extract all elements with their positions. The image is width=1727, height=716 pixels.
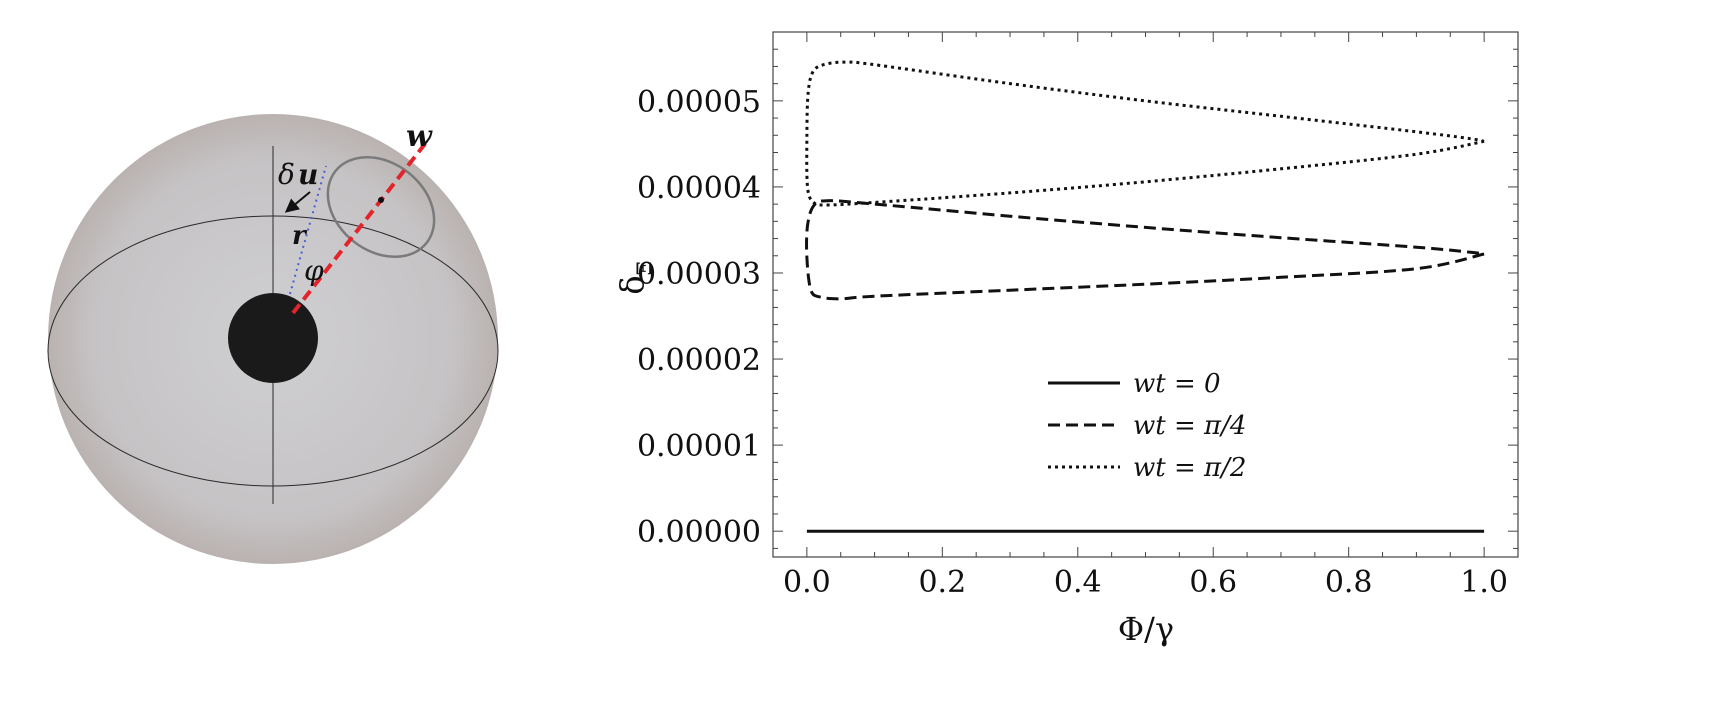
curves-group bbox=[805, 60, 1485, 533]
r-line bbox=[289, 165, 327, 295]
legend-label-1: wt = π/4 bbox=[1133, 411, 1246, 441]
x-tick-labels: 0.0 0.2 0.4 0.6 0.8 1.0 bbox=[783, 565, 1508, 600]
x-tick-label: 0.8 bbox=[1325, 565, 1373, 600]
x-tick-label: 0.0 bbox=[783, 565, 831, 600]
y-tick-label: 0.00005 bbox=[637, 85, 761, 120]
phi-label: φ bbox=[304, 254, 324, 287]
y-tick-label: 0.00003 bbox=[637, 257, 761, 292]
orbit-ellipse bbox=[326, 155, 436, 259]
x-tick-label: 0.2 bbox=[918, 565, 966, 600]
delta-u-arrow bbox=[284, 191, 311, 213]
series-line-dashed bbox=[805, 199, 1485, 301]
legend-label-2: wt = π/2 bbox=[1133, 453, 1246, 483]
delta-u-u-label: u bbox=[298, 158, 318, 191]
y-axis-title-sub: Ξ bbox=[632, 261, 656, 275]
y-tick-label: 0.00001 bbox=[637, 429, 761, 464]
x-axis-title: Φ/γ bbox=[1118, 610, 1174, 648]
series-line-dotted bbox=[805, 60, 1485, 207]
y-tick-label: 0.00000 bbox=[637, 515, 761, 550]
x-tick-label: 0.4 bbox=[1054, 565, 1102, 600]
sphere-diagram: w δ u r φ bbox=[47, 114, 499, 564]
w-axis-line bbox=[291, 138, 430, 315]
y-tick-labels: 0.00000 0.00001 0.00002 0.00003 0.00004 0.000… bbox=[637, 85, 761, 550]
ticks-group bbox=[772, 31, 1519, 557]
black-hole bbox=[228, 293, 318, 383]
legend-label-0: wt = 0 bbox=[1133, 369, 1221, 399]
w-label: w bbox=[406, 119, 433, 154]
y-tick-label: 0.00002 bbox=[637, 343, 761, 378]
w-axis-dot bbox=[378, 197, 384, 203]
x-tick-label: 1.0 bbox=[1460, 565, 1508, 600]
delta-u-delta-label: δ bbox=[278, 158, 295, 191]
r-label: r bbox=[292, 221, 308, 251]
y-tick-label: 0.00004 bbox=[637, 171, 761, 206]
y-axis-title: δΞ bbox=[613, 261, 656, 294]
legend: wt = 0 wt = π/4 wt = π/2 bbox=[1048, 369, 1246, 483]
y-axis-title-main: δ bbox=[613, 275, 651, 294]
x-tick-label: 0.6 bbox=[1189, 565, 1237, 600]
svg-text:δΞ: δΞ bbox=[613, 261, 656, 294]
chart: 0.0 0.2 0.4 0.6 0.8 1.0 0.00000 0.00001 0.00002… bbox=[613, 31, 1519, 648]
